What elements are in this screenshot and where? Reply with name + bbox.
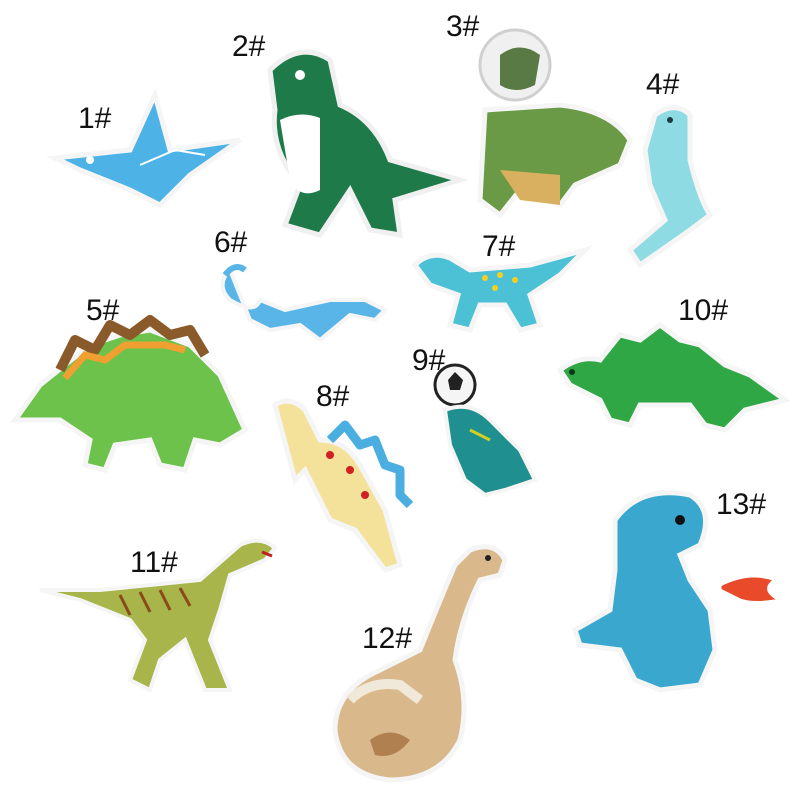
patch-13-fire-dinosaur	[571, 490, 785, 693]
patch-label: 12#	[362, 622, 413, 655]
patch-label: 9#	[412, 344, 446, 377]
patch-label: 5#	[86, 294, 120, 327]
patch-label: 2#	[232, 30, 266, 63]
patch-4-standing-dinosaur	[626, 105, 714, 269]
patch-label: 7#	[482, 230, 516, 263]
patch-label: 6#	[214, 226, 248, 259]
patch-8-yellow-stegosaurus	[272, 398, 414, 573]
patch-3-astronaut-dinosaur	[477, 28, 633, 219]
patch-12-brachiosaurus	[332, 544, 508, 783]
patch-9-dinosaur-soccer	[433, 363, 538, 498]
patch-label: 4#	[646, 68, 680, 101]
patch-11-striped-raptor	[39, 538, 278, 693]
patch-label: 1#	[78, 102, 112, 135]
patch-5-stegosaurus	[10, 315, 249, 473]
patch-6-plesiosaur	[220, 263, 389, 343]
patch-7-spotted-dinosaur	[411, 245, 594, 333]
patch-1-pterodactyl	[45, 87, 242, 209]
patch-2-trex	[267, 49, 469, 239]
patch-label: 8#	[316, 380, 350, 413]
patch-label: 11#	[130, 546, 178, 579]
patch-label: 13#	[716, 488, 767, 521]
patch-label: 10#	[678, 294, 729, 327]
patch-10-green-stegosaurus	[556, 321, 791, 433]
patch-label: 3#	[446, 10, 480, 43]
